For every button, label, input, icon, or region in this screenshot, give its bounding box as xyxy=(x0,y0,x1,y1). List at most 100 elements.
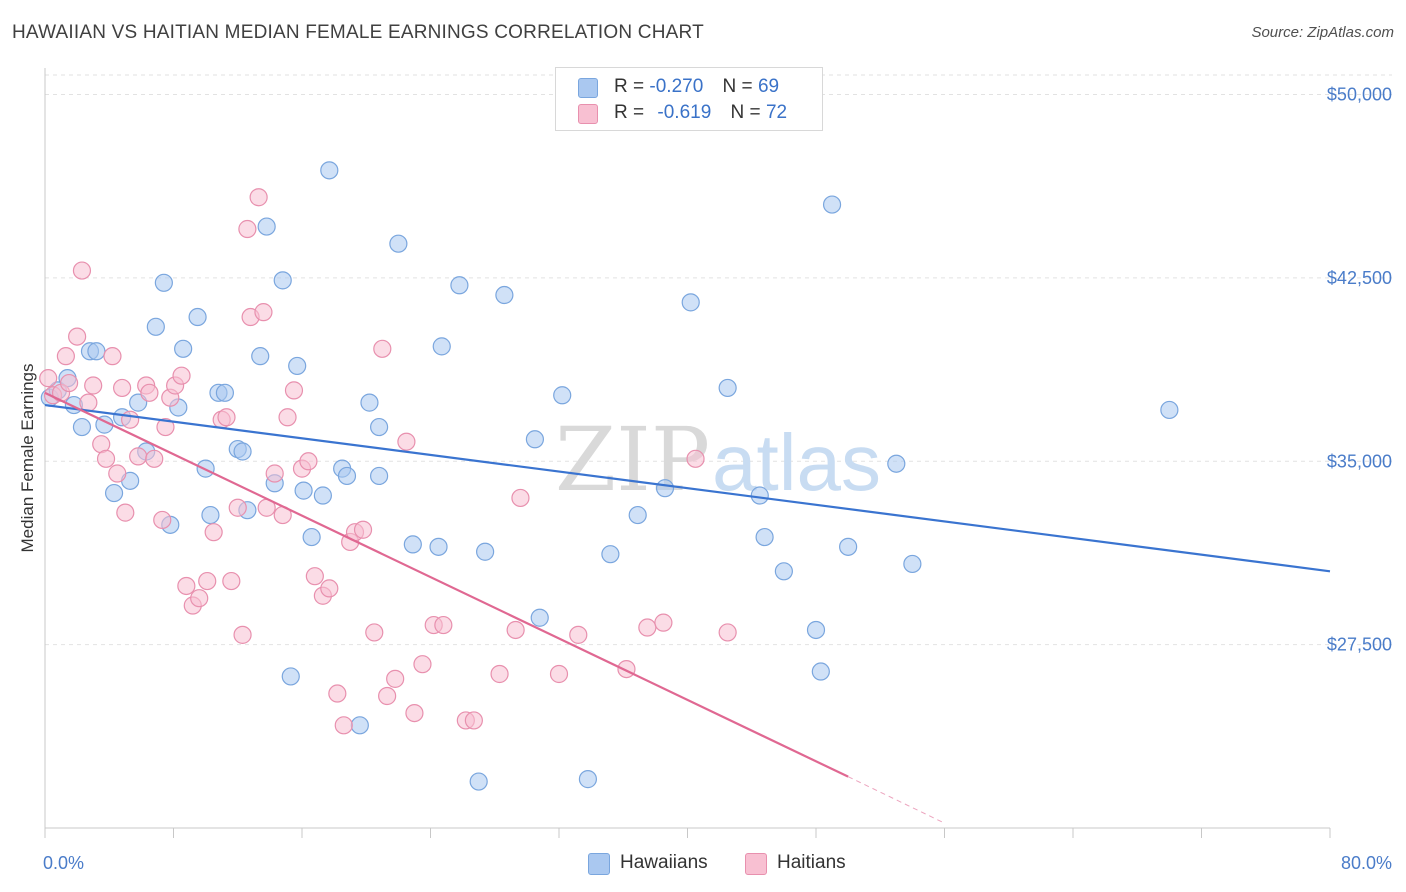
data-point xyxy=(887,454,906,473)
data-point xyxy=(96,449,116,468)
data-point xyxy=(201,505,220,525)
data-point xyxy=(774,562,793,581)
data-point xyxy=(254,303,273,322)
data-point xyxy=(655,479,675,498)
data-point xyxy=(121,410,140,429)
data-point xyxy=(464,711,483,730)
data-point xyxy=(72,261,92,280)
legend-swatch-haitians xyxy=(745,853,767,875)
data-point xyxy=(288,356,307,376)
data-point xyxy=(204,523,223,542)
data-point xyxy=(84,376,103,395)
data-point xyxy=(156,417,175,437)
trend-line-extension xyxy=(847,776,945,824)
data-point xyxy=(68,327,87,346)
data-point xyxy=(188,307,207,327)
trend-lines xyxy=(44,391,1331,824)
grid-lines xyxy=(45,74,1392,646)
data-point xyxy=(222,571,241,591)
data-point xyxy=(495,285,514,305)
data-point xyxy=(334,716,353,735)
data-point xyxy=(39,369,58,388)
data-point xyxy=(217,408,236,427)
data-point xyxy=(257,217,276,236)
data-point xyxy=(116,503,135,522)
data-point xyxy=(294,481,313,500)
data-point xyxy=(360,393,379,412)
data-point xyxy=(145,449,164,468)
data-point xyxy=(87,342,106,361)
data-point xyxy=(373,339,392,358)
y-tick-label: $42,500 xyxy=(1327,268,1392,288)
legend-n-label: N = xyxy=(730,102,761,123)
y-tick-labels: $27,500 $35,000 $42,500 $50,000 xyxy=(1327,85,1392,655)
data-point xyxy=(273,271,292,290)
data-point xyxy=(172,366,191,385)
data-point xyxy=(511,488,530,508)
data-point xyxy=(153,510,172,530)
data-point xyxy=(112,378,132,398)
data-point xyxy=(320,161,339,180)
data-point xyxy=(190,589,209,608)
y-axis-label: Median Female Earnings xyxy=(18,364,37,553)
data-point xyxy=(389,234,408,253)
data-point xyxy=(278,408,297,427)
data-point xyxy=(233,625,252,644)
data-point xyxy=(350,716,369,735)
data-point xyxy=(154,273,173,292)
data-point xyxy=(174,339,193,358)
watermark-atlas: atlas xyxy=(712,418,881,507)
data-point xyxy=(328,684,347,703)
data-point xyxy=(450,276,469,295)
data-point xyxy=(72,417,92,437)
data-point xyxy=(108,464,127,483)
data-point xyxy=(578,770,598,789)
data-point xyxy=(79,393,98,412)
data-point xyxy=(686,449,705,468)
data-point xyxy=(370,417,389,437)
x-tick-label-max: 80.0% xyxy=(1341,853,1392,873)
legend-label-hawaiians: Hawaiians xyxy=(620,852,708,873)
data-point xyxy=(305,567,324,586)
data-point xyxy=(681,293,700,312)
data-point xyxy=(628,505,647,525)
y-tick-label: $35,000 xyxy=(1327,451,1392,471)
data-point xyxy=(839,537,858,556)
legend-swatch-haitians xyxy=(578,104,598,124)
data-point xyxy=(56,347,75,366)
legend-label-haitians: Haitians xyxy=(777,852,846,873)
watermark: ZIP atlas xyxy=(555,408,881,511)
data-point xyxy=(530,608,549,627)
legend-n-value: 69 xyxy=(757,76,780,97)
trend-line-hawaiians xyxy=(44,403,1331,573)
data-point xyxy=(140,383,159,402)
data-point xyxy=(337,466,357,486)
source-credit: Source: ZipAtlas.com xyxy=(1251,24,1394,41)
legend-r-value: -0.270 xyxy=(649,76,704,97)
data-point xyxy=(750,486,769,505)
watermark-zip: ZIP xyxy=(555,408,710,511)
data-point xyxy=(265,464,284,483)
x-tick-label-min: 0.0% xyxy=(43,853,84,873)
data-point xyxy=(601,545,620,564)
data-point xyxy=(718,623,737,642)
data-point xyxy=(476,542,495,561)
data-point xyxy=(302,527,321,547)
data-point xyxy=(238,219,257,239)
legend-r-label: R = xyxy=(614,102,645,123)
legend-n-value: 72 xyxy=(765,102,788,123)
data-point xyxy=(370,466,389,486)
data-point xyxy=(1160,400,1179,420)
data-point xyxy=(822,195,842,214)
y-tick-label: $27,500 xyxy=(1327,635,1392,655)
data-point xyxy=(228,498,247,517)
data-point xyxy=(903,554,922,574)
y-tick-label: $50,000 xyxy=(1327,85,1392,105)
data-point xyxy=(378,686,397,706)
data-point xyxy=(177,576,196,596)
data-point xyxy=(129,447,148,466)
data-point xyxy=(299,452,318,471)
data-point xyxy=(806,620,826,640)
data-point xyxy=(249,188,268,207)
